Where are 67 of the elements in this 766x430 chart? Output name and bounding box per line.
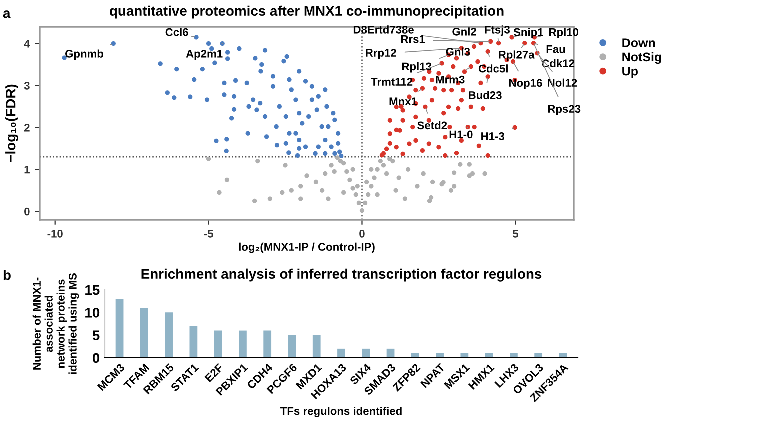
annotation: Rpl10 (550, 28, 579, 38)
x-tick-label: 0 (360, 230, 365, 238)
legend-label: Down (622, 38, 656, 48)
chart-title: Enrichment analysis of inferred transcription factor regulons (142, 268, 542, 282)
annotation: Rrp12 (366, 49, 396, 60)
y-tick-label: 0 (92, 353, 100, 364)
bar (411, 353, 420, 358)
x-tick-label: -5 (204, 230, 214, 238)
x-axis-title: log₂(MNX1-IP / Control-IP) (239, 242, 375, 254)
bar (534, 353, 543, 358)
bar (239, 330, 247, 358)
x-axis-title: TFs regulons identified (280, 407, 402, 418)
bar (214, 330, 222, 358)
annotation: Gnl3 (446, 48, 470, 56)
x-tick-label: -10 (48, 230, 63, 238)
bar (510, 353, 518, 358)
text: b (4, 270, 11, 280)
annotation: D8Ertd738e (354, 26, 414, 34)
y-tick-label: 3 (24, 82, 30, 90)
annotation: Snip1 (514, 28, 544, 38)
bar (140, 308, 148, 358)
annotation: H1-3 (482, 132, 504, 140)
bar (264, 330, 272, 358)
annotation: Mnx1 (390, 98, 418, 106)
y-tick-label: 1 (24, 166, 30, 174)
bar (312, 335, 321, 358)
y-tick-label: 0 (24, 208, 30, 216)
y-tick-label: 15 (86, 285, 100, 296)
text: a (3, 10, 11, 18)
annotation: Gpnmb (66, 50, 104, 60)
y-tick-label: 10 (86, 308, 100, 318)
legend-label: NotSig (622, 52, 662, 64)
annotation: Cdc5l (478, 64, 508, 73)
y-tick-label: 2 (24, 124, 30, 132)
annotation: H1-0 (450, 130, 473, 139)
annotation: Nol12 (548, 78, 578, 87)
annotation: Trmt112 (371, 78, 413, 86)
annotation: Nop16 (510, 79, 542, 90)
y-tick-label: 5 (92, 330, 100, 341)
annotation: Cdk12 (542, 59, 575, 68)
annotation: Setd2 (418, 121, 448, 130)
legend-label: Up (622, 67, 638, 78)
annotation: Gnl2 (452, 28, 476, 36)
y-axis-title: Number of MNX1- associated network proteins identified using MS (32, 274, 80, 374)
chart-title: quantitative proteomics after MNX1 co-immunoprecipitation (110, 6, 504, 19)
bar (165, 312, 173, 358)
y-tick-label: 4 (24, 40, 30, 48)
annotation: Ap2m1 (186, 50, 223, 60)
annotation: Rps23 (548, 105, 581, 116)
bar (485, 353, 494, 358)
annotation: Mrm3 (436, 76, 465, 84)
annotation: Ccl6 (166, 28, 188, 36)
annotation: Bud23 (469, 91, 502, 100)
bar (460, 353, 469, 358)
annotation: Rrs1 (401, 36, 426, 44)
annotation: Fau (546, 46, 566, 54)
annotation: Rpl13 (402, 62, 432, 73)
annotation: Ftsj3 (485, 26, 510, 36)
bar (190, 326, 198, 358)
bar (338, 348, 346, 358)
bar (436, 353, 444, 358)
annotation: Rpl27a (499, 50, 535, 62)
y-axis-title: −log₁₀(FDR) (6, 84, 19, 162)
bar (362, 348, 370, 358)
bar (116, 299, 124, 358)
x-tick-label: 5 (512, 230, 518, 238)
bar (288, 335, 296, 358)
